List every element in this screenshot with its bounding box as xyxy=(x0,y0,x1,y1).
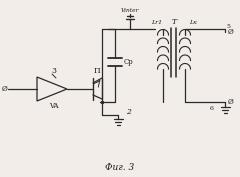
Text: Cр: Cр xyxy=(123,58,133,66)
Text: VA: VA xyxy=(49,102,59,110)
Text: Lк: Lк xyxy=(189,19,197,24)
Text: Vinter: Vinter xyxy=(121,7,139,13)
Text: Lr1: Lr1 xyxy=(151,19,162,24)
Text: Ø: Ø xyxy=(228,98,234,106)
Text: 5: 5 xyxy=(226,24,230,28)
Text: 2: 2 xyxy=(126,108,130,116)
Text: Ø: Ø xyxy=(2,85,8,93)
Text: 6: 6 xyxy=(210,107,214,112)
Text: П: П xyxy=(94,67,100,75)
Text: Фиг. 3: Фиг. 3 xyxy=(105,162,135,172)
Text: T: T xyxy=(171,18,177,26)
Text: 3: 3 xyxy=(52,67,56,75)
Text: Ø: Ø xyxy=(228,28,234,36)
